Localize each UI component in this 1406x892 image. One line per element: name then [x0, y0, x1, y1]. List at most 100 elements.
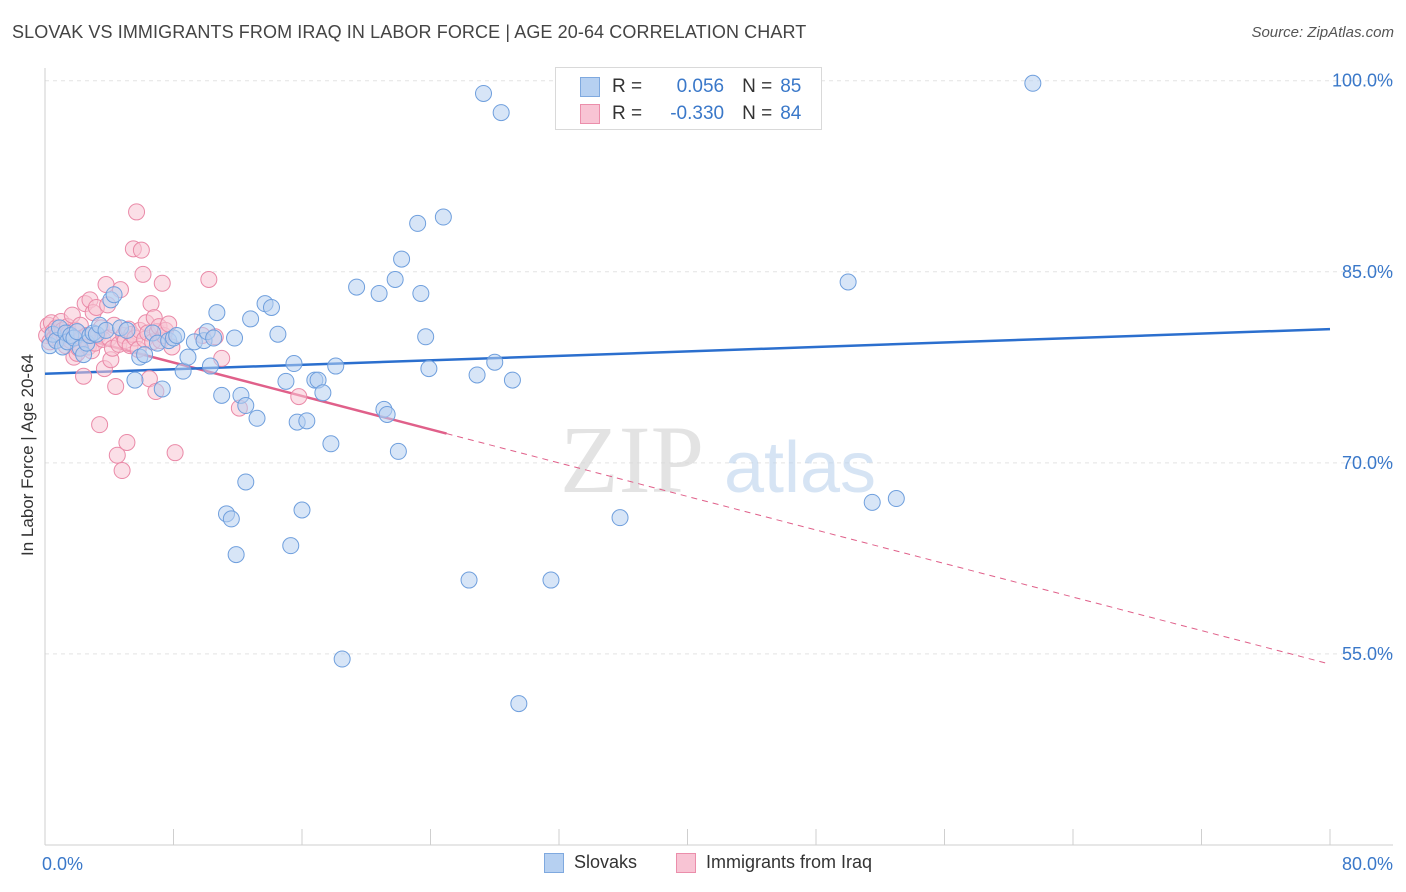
point-slovaks — [510, 695, 528, 713]
point-slovaks — [322, 435, 340, 453]
point-iraq — [128, 203, 146, 221]
point-slovaks — [168, 326, 186, 344]
watermark-atlas: atlas — [724, 428, 876, 508]
trendline-slovaks — [44, 327, 1331, 375]
bottom-swatch-slovaks — [544, 852, 564, 873]
chart-title: SLOVAK VS IMMIGRANTS FROM IRAQ IN LABOR … — [12, 22, 807, 42]
point-slovaks — [237, 397, 255, 415]
point-slovaks — [887, 490, 905, 508]
point-slovaks — [412, 284, 430, 302]
point-slovaks — [153, 380, 171, 398]
legend-n-label: N = — [742, 103, 773, 124]
point-slovaks — [285, 355, 303, 373]
point-slovaks — [237, 473, 255, 491]
point-iraq — [132, 241, 150, 259]
legend-n-label: N = — [742, 76, 773, 97]
point-slovaks — [222, 510, 240, 528]
axes — [44, 68, 1393, 846]
bottom-legend-label: Slovaks — [574, 852, 638, 872]
point-slovaks — [269, 325, 287, 343]
point-slovaks — [468, 366, 486, 384]
point-slovaks — [839, 273, 857, 291]
y-tick-label: 85.0% — [1342, 262, 1393, 282]
bottom-swatch-iraq — [676, 852, 696, 873]
correlation-legend: R = 0.056 N = 85 R = -0.330 N = 84 — [555, 67, 822, 130]
trend-slovaks — [44, 327, 1331, 375]
y-axis-title: In Labor Force | Age 20-64 — [18, 354, 37, 556]
points-slovaks — [41, 70, 1042, 713]
watermark: ZIP atlas — [560, 406, 876, 513]
x-tick-label: 80.0% — [1342, 854, 1393, 874]
point-slovaks — [386, 270, 404, 288]
point-slovaks — [503, 371, 521, 389]
point-iraq — [108, 446, 126, 464]
point-slovaks — [370, 284, 388, 302]
point-slovaks — [282, 537, 300, 555]
point-slovaks — [227, 546, 245, 564]
point-slovaks — [262, 298, 280, 316]
legend-n-value: 84 — [780, 103, 802, 124]
point-slovaks — [486, 353, 504, 371]
point-slovaks — [298, 412, 316, 430]
legend-swatch-iraq — [580, 104, 600, 124]
point-slovaks — [327, 357, 345, 375]
point-slovaks — [97, 321, 115, 339]
source-label: Source: ZipAtlas.com — [1251, 24, 1394, 41]
y-tick-label: 55.0% — [1342, 644, 1393, 664]
legend-r-label: R = — [612, 103, 643, 124]
point-slovaks — [389, 442, 407, 460]
point-slovaks — [277, 372, 295, 390]
point-slovaks — [136, 346, 154, 364]
point-slovaks — [417, 328, 435, 346]
point-slovaks — [242, 310, 260, 328]
point-slovaks — [1024, 74, 1042, 92]
x-tick-label: 0.0% — [42, 854, 83, 874]
point-slovaks — [201, 357, 219, 375]
point-iraq — [134, 265, 152, 283]
point-slovaks — [333, 650, 351, 668]
point-slovaks — [293, 501, 311, 519]
point-iraq — [166, 444, 184, 462]
point-slovaks — [393, 250, 411, 268]
tick-labels: 100.0% 85.0% 70.0% 55.0% 0.0% 80.0% — [42, 71, 1393, 874]
point-iraq — [290, 388, 308, 406]
point-iraq — [91, 416, 109, 434]
point-iraq — [142, 295, 160, 313]
bottom-legend-slovaks: Slovaks — [544, 852, 637, 873]
point-slovaks — [118, 321, 136, 339]
point-slovaks — [226, 329, 244, 347]
point-slovaks — [409, 214, 427, 232]
point-slovaks — [248, 409, 266, 427]
point-iraq — [113, 462, 131, 480]
point-slovaks — [314, 384, 332, 402]
y-tick-label: 100.0% — [1332, 71, 1393, 91]
point-slovaks — [179, 348, 197, 366]
point-slovaks — [205, 329, 223, 347]
point-slovaks — [208, 304, 226, 322]
bottom-legend-label: Immigrants from Iraq — [706, 852, 873, 872]
point-slovaks — [348, 278, 366, 296]
point-slovaks — [542, 571, 560, 589]
legend-r-label: R = — [612, 76, 643, 97]
point-slovaks — [434, 208, 452, 226]
y-tick-label: 70.0% — [1342, 453, 1393, 473]
legend-swatch-slovaks — [580, 77, 600, 97]
point-iraq — [153, 274, 171, 292]
point-slovaks — [105, 286, 123, 304]
point-slovaks — [126, 371, 144, 389]
trendline-iraq-extension — [446, 433, 1331, 665]
point-slovaks — [492, 104, 510, 122]
legend-r-value: 0.056 — [676, 76, 725, 97]
point-iraq — [107, 377, 125, 395]
bottom-legend-iraq: Immigrants from Iraq — [676, 852, 872, 873]
point-iraq — [75, 367, 93, 385]
point-slovaks — [460, 571, 478, 589]
point-slovaks — [420, 360, 438, 378]
point-slovaks — [378, 405, 396, 423]
legend-row-slovaks: R = 0.056 N = 85 — [580, 76, 801, 98]
point-slovaks — [213, 386, 231, 404]
point-iraq — [118, 433, 136, 451]
point-slovaks — [475, 84, 493, 102]
point-iraq — [200, 270, 218, 288]
